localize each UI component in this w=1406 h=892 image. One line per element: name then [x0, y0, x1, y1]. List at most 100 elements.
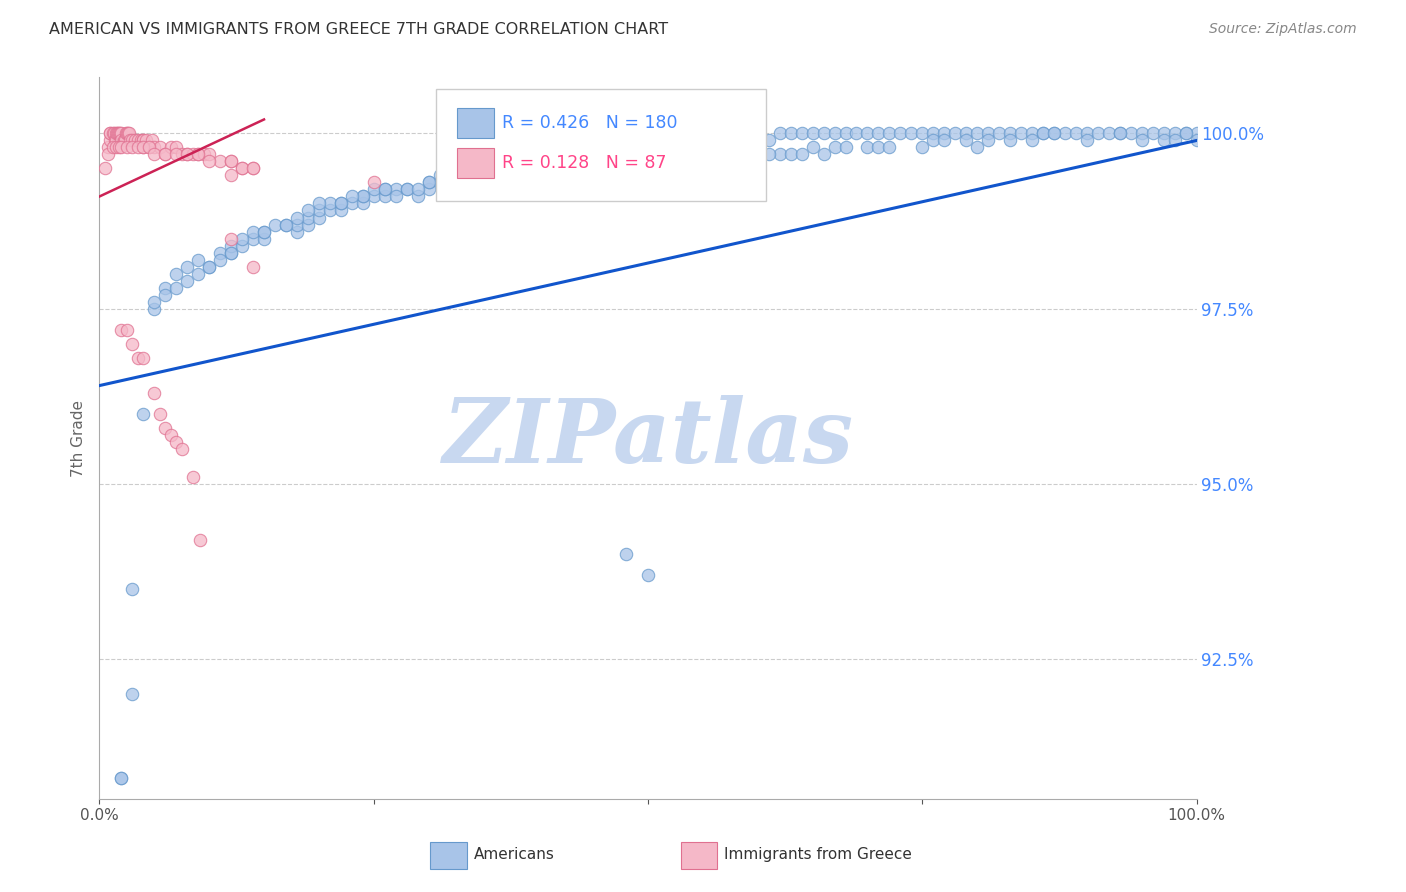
Point — [724, 133, 747, 147]
Point — [97, 140, 120, 154]
Point — [104, 127, 127, 141]
Point — [121, 582, 143, 596]
Point — [308, 196, 330, 211]
Point — [132, 133, 155, 147]
Point — [155, 280, 177, 294]
Point — [198, 147, 221, 161]
Point — [219, 154, 242, 169]
Point — [110, 127, 132, 141]
Point — [100, 133, 122, 147]
Point — [319, 203, 342, 218]
Point — [560, 154, 582, 169]
Point — [101, 140, 124, 154]
Point — [966, 140, 988, 154]
Point — [143, 140, 166, 154]
Point — [669, 154, 692, 169]
Point — [637, 567, 659, 582]
Point — [692, 154, 714, 169]
Point — [138, 140, 160, 154]
Point — [363, 189, 385, 203]
Point — [955, 127, 977, 141]
Point — [824, 140, 846, 154]
Text: Americans: Americans — [474, 847, 555, 862]
Point — [198, 260, 221, 274]
Point — [384, 189, 406, 203]
Point — [703, 133, 725, 147]
Point — [988, 127, 1011, 141]
Point — [703, 147, 725, 161]
Point — [527, 154, 550, 169]
Point — [118, 127, 141, 141]
Point — [363, 176, 385, 190]
Point — [593, 147, 616, 161]
Point — [1119, 127, 1142, 141]
Point — [560, 161, 582, 176]
Point — [527, 161, 550, 176]
Point — [395, 182, 418, 196]
Point — [165, 140, 187, 154]
Point — [692, 133, 714, 147]
Point — [209, 154, 232, 169]
Point — [149, 140, 172, 154]
Point — [165, 280, 187, 294]
Y-axis label: 7th Grade: 7th Grade — [72, 400, 86, 476]
Point — [429, 169, 451, 183]
Point — [143, 301, 166, 316]
Point — [132, 351, 155, 365]
Point — [100, 127, 122, 141]
Point — [231, 161, 253, 176]
Point — [998, 133, 1021, 147]
Point — [209, 252, 232, 267]
Text: R = 0.128   N = 87: R = 0.128 N = 87 — [502, 154, 666, 172]
Point — [998, 127, 1021, 141]
Point — [1098, 127, 1121, 141]
Point — [121, 687, 143, 701]
Text: ZIPatlas: ZIPatlas — [443, 395, 853, 482]
Point — [253, 225, 276, 239]
Point — [231, 238, 253, 252]
Point — [1130, 133, 1153, 147]
Point — [264, 218, 287, 232]
Point — [889, 127, 911, 141]
Point — [274, 218, 297, 232]
Point — [1108, 127, 1130, 141]
Point — [219, 231, 242, 245]
Point — [100, 127, 122, 141]
Point — [219, 169, 242, 183]
Point — [637, 140, 659, 154]
Point — [1032, 127, 1054, 141]
Point — [813, 127, 835, 141]
Point — [176, 273, 198, 287]
Point — [374, 182, 396, 196]
Point — [242, 161, 264, 176]
Point — [856, 140, 879, 154]
Point — [165, 147, 187, 161]
Point — [112, 133, 135, 147]
Point — [747, 133, 769, 147]
Point — [801, 140, 824, 154]
Point — [548, 161, 571, 176]
Point — [1021, 133, 1043, 147]
Point — [966, 127, 988, 141]
Point — [648, 154, 671, 169]
Point — [418, 176, 440, 190]
Point — [747, 147, 769, 161]
Point — [494, 169, 516, 183]
Point — [143, 294, 166, 309]
Point — [132, 133, 155, 147]
Point — [1032, 127, 1054, 141]
Point — [911, 127, 934, 141]
Point — [176, 147, 198, 161]
Point — [626, 147, 648, 161]
Point — [94, 161, 117, 176]
Point — [219, 245, 242, 260]
Point — [155, 147, 177, 161]
Point — [110, 322, 132, 336]
Point — [198, 154, 221, 169]
Point — [110, 771, 132, 785]
Point — [374, 189, 396, 203]
Point — [439, 176, 461, 190]
Point — [155, 420, 177, 434]
Point — [593, 154, 616, 169]
Point — [132, 140, 155, 154]
